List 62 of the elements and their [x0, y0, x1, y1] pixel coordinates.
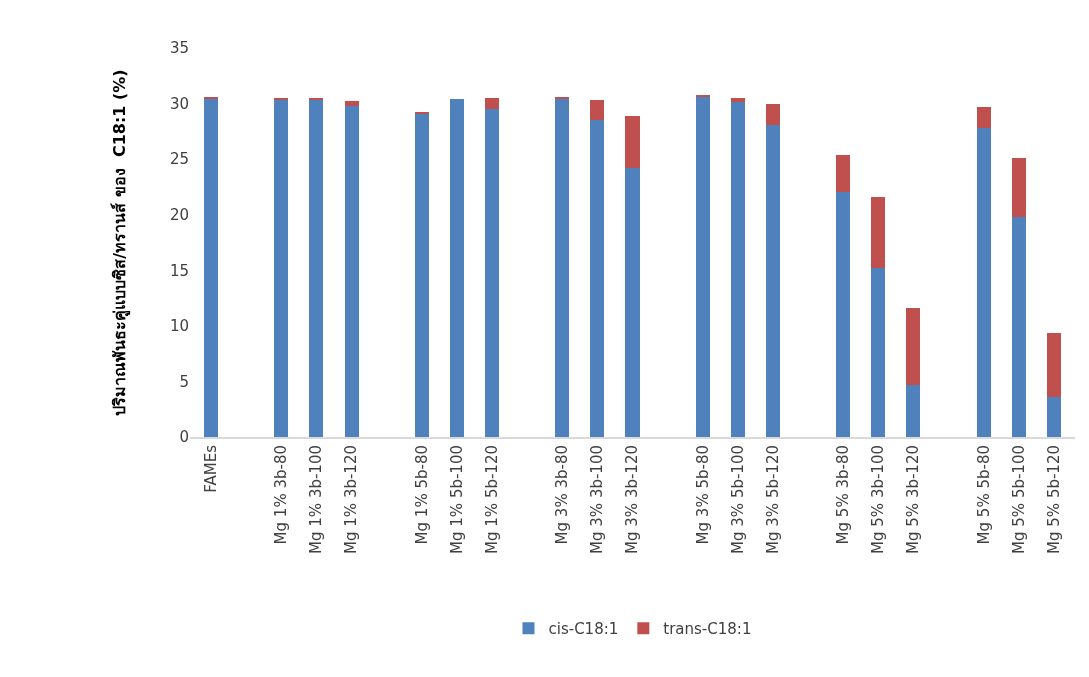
bar: [906, 308, 921, 385]
y-tick-label: 30: [169, 94, 189, 113]
bar: [555, 96, 570, 99]
x-tick-label: Mg 3% 3b-120: [623, 445, 642, 554]
x-tick-label: Mg 3% 3b-80: [553, 445, 572, 545]
x-tick-label: Mg 5% 3b-80: [834, 445, 853, 545]
x-tick-label: Mg 5% 3b-120: [904, 445, 923, 554]
bar: [1046, 332, 1061, 397]
bar: [204, 98, 219, 437]
x-tick-label: Mg 3% 5b-120: [763, 445, 782, 554]
x-tick-label: Mg 1% 5b-80: [412, 445, 431, 545]
y-tick-label: 15: [169, 261, 189, 280]
y-tick-label: 25: [169, 150, 189, 169]
x-tick-label: Mg 1% 5b-100: [447, 445, 466, 554]
legend-label: trans-C18:1: [663, 620, 752, 639]
bar: [836, 154, 851, 193]
bar: [906, 384, 921, 437]
y-tick-label: 0: [179, 428, 189, 447]
bar: [590, 100, 605, 121]
bar: [449, 99, 464, 437]
bar: [1046, 396, 1061, 437]
bar: [344, 101, 359, 106]
x-tick-label: Mg 5% 5b-100: [1009, 445, 1028, 554]
x-tick-label: Mg 5% 5b-120: [1044, 445, 1063, 554]
bar: [274, 99, 289, 437]
bar: [414, 113, 429, 437]
bar: [976, 106, 991, 129]
bar: [555, 98, 570, 437]
x-tick-label: Mg 3% 5b-100: [728, 445, 747, 554]
x-tick-label: Mg 1% 3b-120: [342, 445, 361, 554]
x-tick-label: Mg 3% 5b-80: [693, 445, 712, 545]
y-tick-label: 10: [169, 317, 189, 336]
bar: [485, 98, 500, 110]
x-tick-label: Mg 3% 3b-100: [588, 445, 607, 554]
bar: [730, 102, 745, 437]
bar: [344, 105, 359, 437]
y-axis-title: ปริมาณพันธะคู่แบบซิส/ทรานส์ ของ C18:1 (%): [109, 69, 131, 416]
bar: [976, 128, 991, 437]
bar: [625, 115, 640, 169]
bar: [1011, 216, 1026, 437]
bar: [836, 192, 851, 437]
bar: [309, 99, 324, 437]
x-tick-label: Mg 5% 5b-80: [974, 445, 993, 545]
x-tick-label: Mg 5% 3b-100: [869, 445, 888, 554]
bar: [765, 124, 780, 437]
x-tick-label: Mg 1% 5b-120: [482, 445, 501, 554]
bar: [1011, 158, 1026, 217]
legend-label: cis-C18:1: [548, 620, 619, 639]
x-tick-label: FAMEs: [201, 444, 220, 493]
bar: [871, 196, 886, 269]
bar: [485, 109, 500, 437]
bar: [871, 268, 886, 437]
y-tick-label: 35: [169, 39, 189, 58]
bar: [590, 120, 605, 437]
bar: [695, 96, 710, 437]
y-tick-label: 20: [169, 205, 189, 224]
x-tick-label: Mg 1% 3b-100: [307, 445, 326, 554]
bar: [765, 103, 780, 125]
x-tick-label: Mg 1% 3b-80: [272, 445, 291, 545]
y-tick-label: 5: [179, 372, 189, 391]
bar: [625, 168, 640, 437]
bar: [204, 96, 219, 99]
